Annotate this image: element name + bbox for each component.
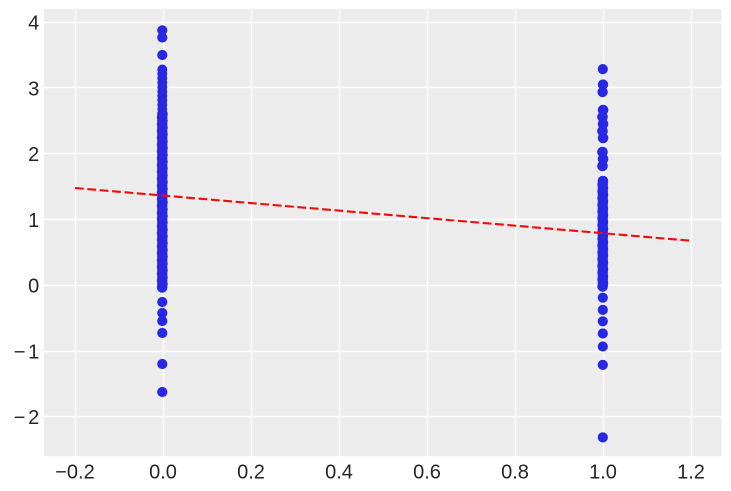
svg-text:3: 3 [28,78,39,100]
svg-text:0: 0 [28,276,39,298]
svg-text:0.6: 0.6 [413,462,441,484]
svg-text:0.0: 0.0 [149,462,177,484]
svg-text:2: 2 [28,144,39,166]
svg-text:0.4: 0.4 [325,462,353,484]
svg-text:1.0: 1.0 [589,462,617,484]
svg-text:−0.2: −0.2 [55,462,94,484]
svg-text:0.2: 0.2 [237,462,265,484]
svg-text:0.8: 0.8 [501,462,529,484]
svg-text:4: 4 [28,13,39,35]
svg-text:1.2: 1.2 [677,462,705,484]
svg-text:1: 1 [28,210,39,232]
